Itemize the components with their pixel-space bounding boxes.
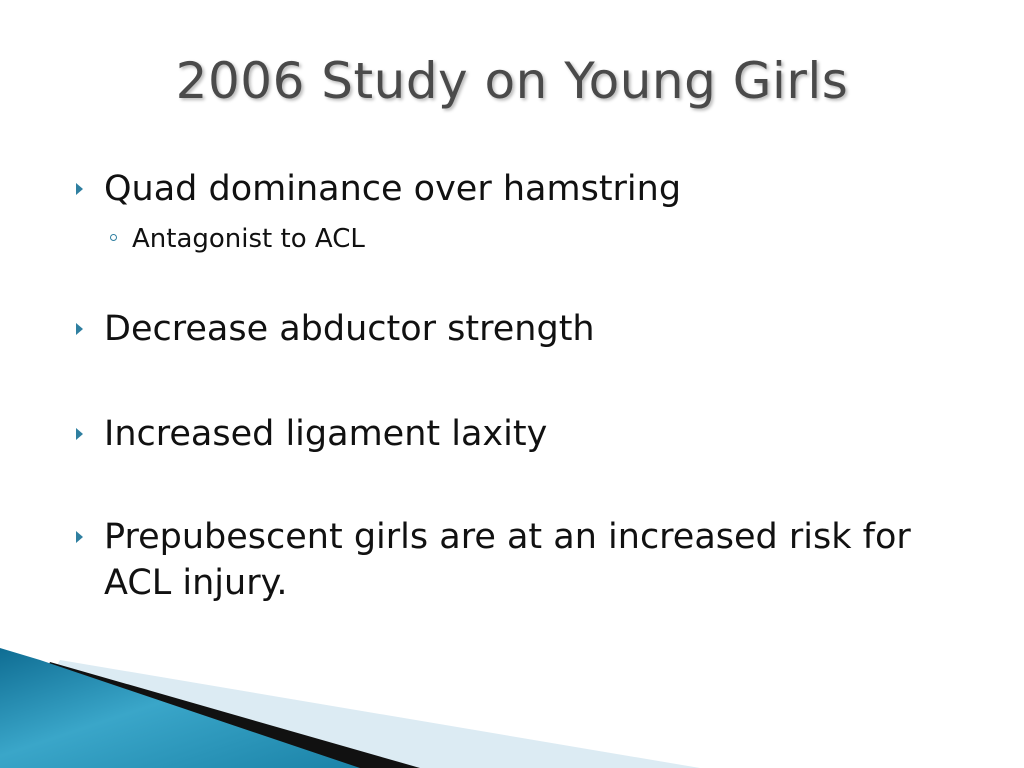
sub-bullet-text: Antagonist to ACL bbox=[132, 224, 365, 254]
triangle-right-icon bbox=[76, 428, 83, 440]
bullet-text: Decrease abductor strength bbox=[104, 309, 595, 349]
bullet-text: Quad dominance over hamstring bbox=[104, 169, 682, 209]
bullet-item: Prepubescent girls are at an increased r… bbox=[76, 514, 976, 606]
sub-bullet-item: Antagonist to ACL bbox=[110, 223, 365, 255]
triangle-right-icon bbox=[76, 183, 83, 195]
teal-swoosh bbox=[0, 648, 360, 768]
triangle-right-icon bbox=[76, 323, 83, 335]
bullet-text: Increased ligament laxity bbox=[104, 414, 548, 454]
circle-outline-icon bbox=[110, 234, 117, 241]
slide-title: 2006 Study on Young Girls bbox=[175, 52, 849, 110]
bullet-item: Increased ligament laxity bbox=[76, 411, 976, 457]
bullet-text: Prepubescent girls are at an increased r… bbox=[104, 517, 911, 603]
bullet-item: Quad dominance over hamstring bbox=[76, 166, 976, 212]
bullet-item: Decrease abductor strength bbox=[76, 306, 976, 352]
triangle-right-icon bbox=[76, 531, 83, 543]
